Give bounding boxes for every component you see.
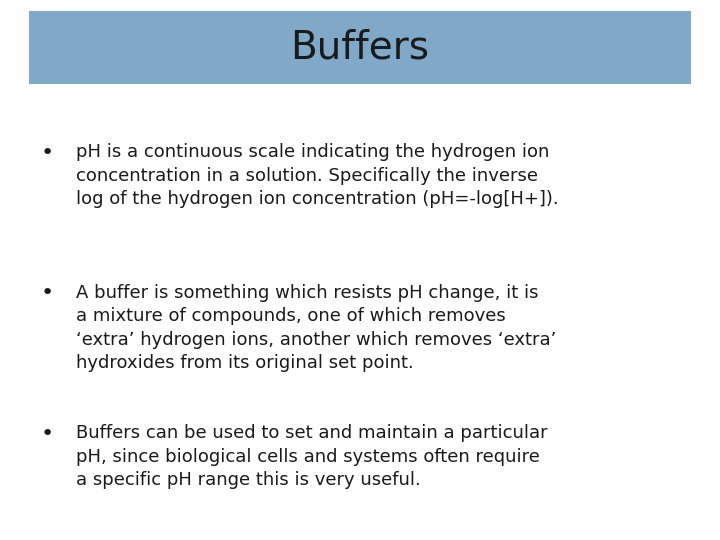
Text: Buffers can be used to set and maintain a particular
pH, since biological cells : Buffers can be used to set and maintain … [76, 424, 547, 489]
Text: Buffers: Buffers [290, 29, 430, 66]
Text: •: • [40, 424, 53, 444]
FancyBboxPatch shape [29, 11, 691, 84]
Text: •: • [40, 143, 53, 163]
Text: A buffer is something which resists pH change, it is
a mixture of compounds, one: A buffer is something which resists pH c… [76, 284, 556, 372]
Text: •: • [40, 284, 53, 303]
Text: pH is a continuous scale indicating the hydrogen ion
concentration in a solution: pH is a continuous scale indicating the … [76, 143, 558, 208]
